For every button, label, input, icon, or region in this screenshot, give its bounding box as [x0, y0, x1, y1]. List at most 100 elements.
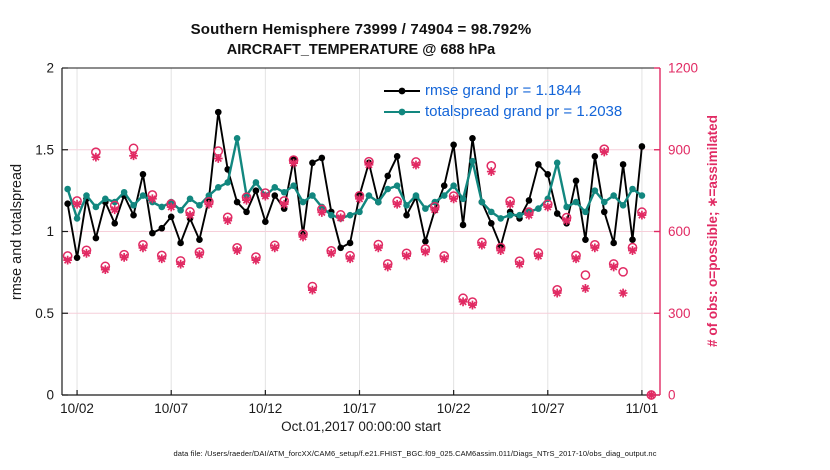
assimilated-obs-marker	[279, 199, 289, 209]
assimilated-obs-marker	[336, 213, 346, 223]
assimilated-obs-marker	[242, 195, 251, 205]
totalspread-marker	[629, 185, 636, 193]
assimilated-obs-marker	[449, 194, 459, 204]
assimilated-obs-marker	[486, 167, 496, 176]
rmse-marker	[92, 234, 100, 242]
rmse-marker	[525, 197, 533, 204]
rmse-marker	[582, 236, 589, 243]
assimilated-obs-marker	[430, 205, 440, 215]
rmse-marker	[73, 254, 81, 261]
x-tick-label: 10/22	[437, 401, 471, 416]
assimilated-obs-marker	[411, 160, 421, 170]
assimilated-obs-marker	[147, 194, 157, 204]
assimilated-obs-marker	[571, 254, 581, 264]
assimilated-obs-marker	[308, 285, 317, 295]
assimilated-obs-marker	[609, 262, 619, 272]
chart-title-line1: Southern Hemisphere 73999 / 74904 = 98.7…	[190, 21, 532, 38]
assimilated-obs-marker	[129, 151, 138, 161]
legend-label-totalspread: totalspread grand pr = 1.2038	[425, 103, 623, 120]
totalspread-marker	[619, 202, 627, 209]
rmse-marker	[459, 221, 467, 229]
totalspread-marker	[487, 208, 495, 216]
assimilated-obs-marker	[439, 254, 449, 264]
right-tick-label: 0	[668, 388, 676, 403]
rmse-marker	[629, 236, 636, 243]
assimilated-obs-marker	[637, 210, 647, 220]
totalspread-marker	[478, 198, 486, 206]
assimilated-obs-marker	[468, 300, 477, 310]
assimilated-obs-marker	[345, 254, 355, 264]
totalspread-marker	[214, 184, 222, 191]
rmse-marker	[487, 220, 495, 227]
totalspread-marker	[384, 185, 392, 193]
rmse-marker	[177, 239, 184, 247]
assimilated-obs-marker	[628, 246, 637, 255]
rmse-marker	[422, 238, 429, 245]
possible-obs-marker	[213, 146, 224, 156]
assimilated-obs-marker	[562, 216, 572, 225]
assimilated-obs-marker	[402, 251, 411, 261]
assimilated-obs-marker	[223, 216, 233, 225]
assimilated-obs-marker	[420, 247, 430, 257]
totalspread-marker	[158, 203, 166, 211]
totalspread-marker	[591, 187, 599, 194]
totalspread-marker	[563, 203, 570, 211]
totalspread-marker	[375, 198, 382, 206]
totalspread-marker	[506, 211, 514, 219]
x-axis-label: Oct.01,2017 00:00:00 start	[281, 419, 441, 434]
totalspread-marker	[186, 195, 194, 203]
rmse-marker	[553, 210, 561, 217]
assimilated-obs-marker	[355, 194, 364, 204]
totalspread-marker	[92, 203, 100, 211]
totalspread-marker	[327, 211, 335, 219]
rmse-marker	[318, 154, 326, 162]
rmse-marker	[139, 170, 147, 178]
data-file-path: data file: /Users/raeder/DAI/ATM_forcXX/…	[173, 449, 657, 458]
rmse-line-sample-icon	[384, 87, 420, 94]
x-tick-label: 10/07	[154, 401, 188, 416]
x-tick-label: 11/01	[626, 401, 659, 416]
totalspread-marker	[64, 185, 71, 193]
right-tick-label: 1200	[668, 61, 698, 76]
rmse-marker	[158, 224, 166, 232]
totalspread-marker	[299, 198, 307, 206]
rmse-marker	[619, 161, 627, 168]
assimilated-obs-marker	[185, 210, 195, 220]
assimilated-obs-marker	[373, 243, 383, 253]
assimilated-obs-marker	[515, 259, 524, 269]
legend-label-rmse: rmse grand pr = 1.1844	[425, 82, 582, 99]
x-tick-label: 10/02	[60, 401, 94, 416]
totalspread-marker	[516, 211, 523, 219]
totalspread-marker	[600, 198, 608, 206]
assimilated-obs-marker	[110, 205, 120, 215]
totalspread-line-sample-icon	[384, 108, 420, 115]
totalspread-marker	[365, 192, 373, 199]
totalspread-marker	[459, 195, 467, 203]
rmse-marker	[610, 239, 617, 247]
assimilated-obs-marker	[251, 255, 261, 265]
assimilated-obs-marker	[533, 251, 543, 261]
assimilated-obs-marker	[204, 199, 214, 209]
rmse-marker	[384, 172, 392, 180]
rmse-marker	[252, 187, 260, 194]
assimilated-obs-marker	[213, 154, 223, 163]
totalspread-marker	[290, 182, 297, 190]
assimilated-obs-marker	[82, 248, 91, 258]
totalspread-marker	[83, 192, 90, 199]
totalspread-marker	[553, 159, 561, 167]
assimilated-obs-marker	[260, 191, 270, 201]
rmse-marker	[130, 211, 137, 219]
totalspread-marker	[610, 192, 617, 199]
right-tick-label: 300	[668, 306, 691, 321]
totalspread-marker	[582, 208, 589, 216]
right-y-axis-label: # of obs: o=possible; ∗=assimilated	[705, 115, 720, 347]
assimilated-obs-marker	[477, 240, 487, 250]
totalspread-marker	[450, 182, 457, 190]
assimilated-obs-marker	[195, 250, 204, 260]
assimilated-obs-marker	[552, 288, 562, 298]
right-tick-label: 900	[668, 142, 691, 157]
assimilated-obs-marker	[232, 246, 242, 255]
x-tick-label: 10/27	[531, 401, 565, 416]
totalspread-marker	[572, 198, 580, 206]
rmse-marker	[243, 208, 250, 216]
